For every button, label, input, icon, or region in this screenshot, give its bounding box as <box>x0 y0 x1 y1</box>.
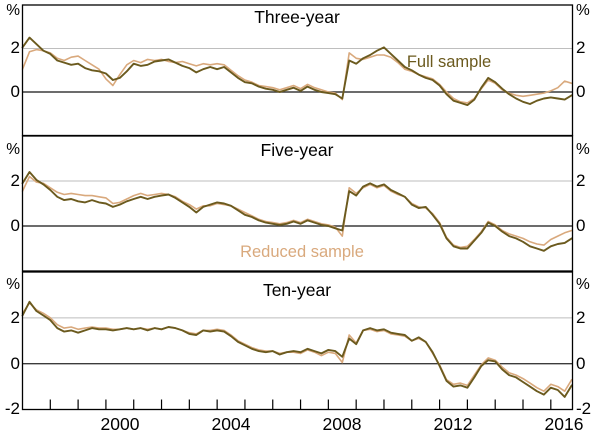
y-tick-right-p2-2: 2 <box>576 171 586 190</box>
x-tick-label-2008: 2008 <box>322 414 362 434</box>
series-reduced-sample <box>21 302 573 393</box>
y-tick-left-p2-0: 0 <box>10 216 20 235</box>
panel-title-five-year: Five-year <box>260 140 334 160</box>
y-tick-left-p2-2: 2 <box>10 171 20 190</box>
y-tick-left-p1-0: 0 <box>10 82 20 101</box>
series-full-sample <box>21 171 573 252</box>
x-tick-label-2004: 2004 <box>211 414 251 434</box>
y-tick-left-p1-2: 2 <box>10 38 20 57</box>
panel-title-three-year: Three-year <box>254 7 340 27</box>
y-tick-left-p3-2: 2 <box>10 308 20 327</box>
series-full-sample <box>21 300 573 398</box>
y-tick-right-p1-2: 2 <box>576 38 586 57</box>
panel-title-ten-year: Ten-year <box>262 280 332 300</box>
y-unit-right-p2: % <box>576 141 590 158</box>
y-tick-right-p1-0: 0 <box>576 82 586 101</box>
y-tick-right-p2-0: 0 <box>576 216 586 235</box>
panel-border-1 <box>21 135 574 272</box>
series-reduced-sample <box>21 175 573 249</box>
y-tick-left-p3-m2: -2 <box>4 399 20 418</box>
y-unit-right-p1: % <box>576 2 590 19</box>
y-unit-left-p1: % <box>6 2 20 19</box>
panel-border-2 <box>21 271 574 411</box>
y-unit-right-p3: % <box>576 276 590 293</box>
series-full-sample <box>21 36 573 107</box>
y-unit-left-p3: % <box>6 276 20 293</box>
y-tick-right-p3-2: 2 <box>576 308 586 327</box>
x-tick-label-2016: 2016 <box>544 414 584 434</box>
legend-reduced-sample: Reduced sample <box>240 243 364 261</box>
y-tick-right-p3-0: 0 <box>576 354 586 373</box>
y-tick-left-p3-0: 0 <box>10 354 20 373</box>
y-tick-right-p3-m2: -2 <box>576 399 592 418</box>
legend-full-sample: Full sample <box>406 53 492 71</box>
x-tick-label-2012: 2012 <box>433 414 473 434</box>
x-tick-label-2000: 2000 <box>100 414 140 434</box>
y-unit-left-p2: % <box>6 141 20 158</box>
